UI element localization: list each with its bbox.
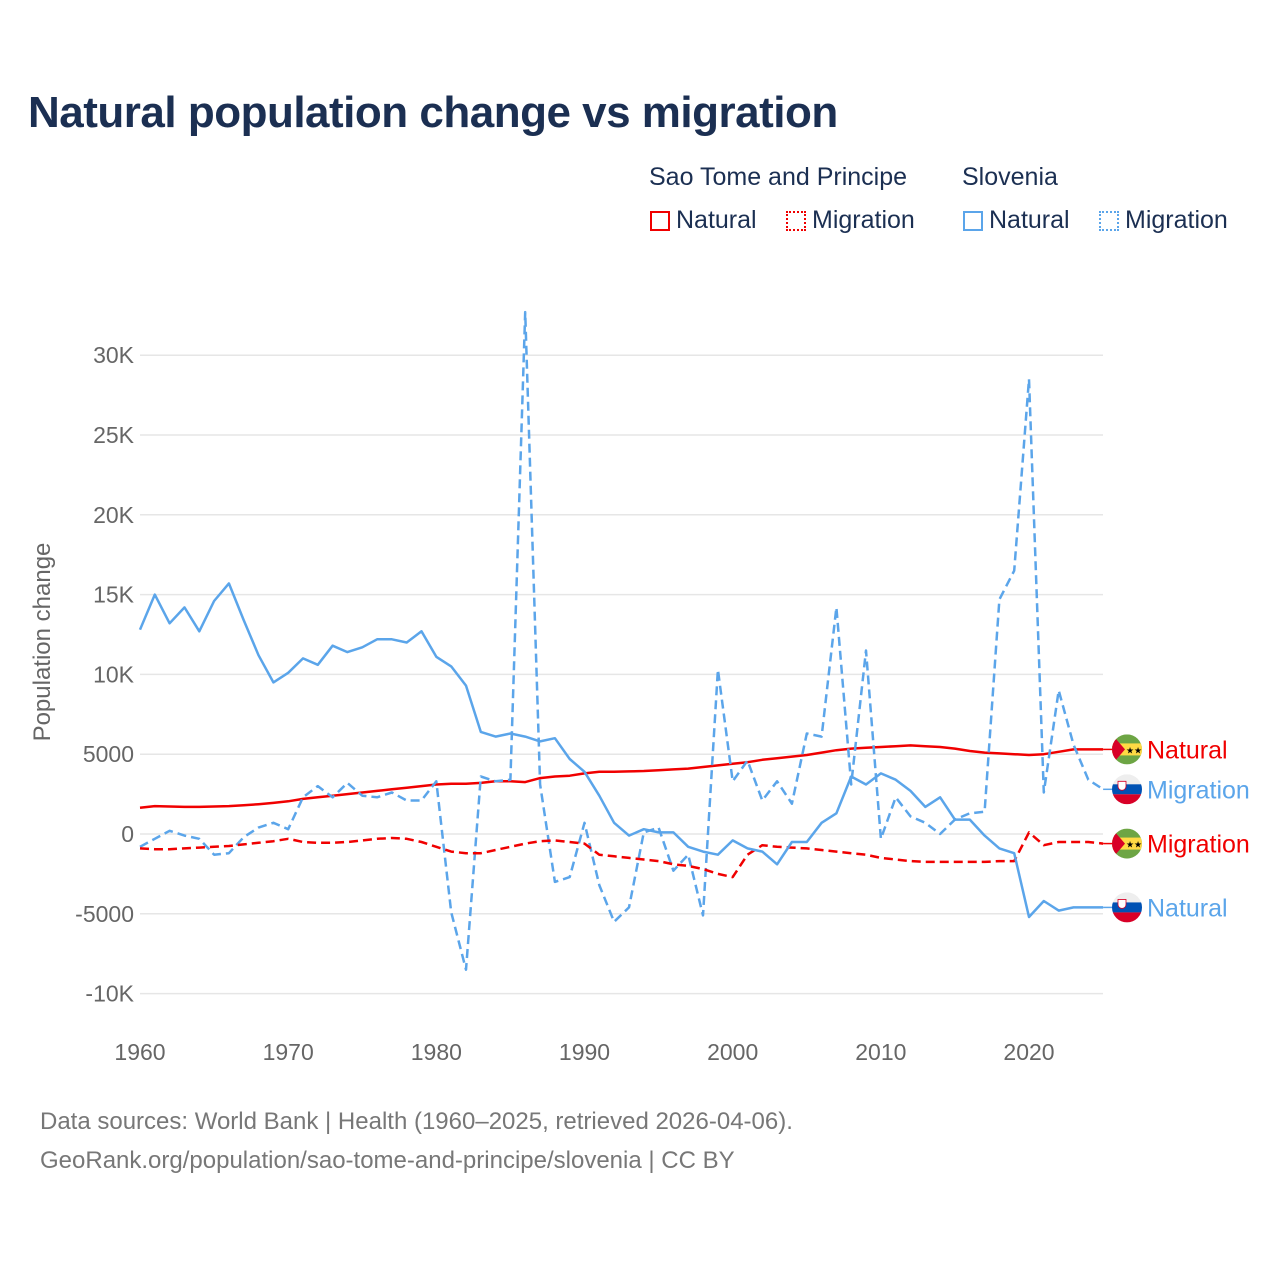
y-tick-label: 0 — [121, 821, 134, 847]
x-tick-label: 1980 — [411, 1039, 462, 1065]
chart-title: Natural population change vs migration — [28, 88, 838, 137]
x-tick-label: 1970 — [263, 1039, 314, 1065]
y-tick-label: 15K — [93, 582, 135, 608]
series-line-sao-tome-and-principe-natural[interactable] — [139, 744, 1104, 809]
end-label: Migration — [1147, 776, 1250, 804]
y-tick-label: 10K — [93, 661, 135, 687]
legend-item-stp-natural[interactable]: Natural — [650, 206, 757, 235]
y-tick-label: 25K — [93, 422, 135, 448]
legend-label: Migration — [812, 206, 915, 234]
end-label: Migration — [1147, 831, 1250, 859]
x-tick-label: 1990 — [559, 1039, 610, 1065]
legend-label: Natural — [989, 206, 1070, 234]
legend-item-stp-migration[interactable]: Migration — [786, 206, 915, 235]
x-tick-label: 1960 — [114, 1039, 165, 1065]
source-line-2[interactable]: GeoRank.org/population/sao-tome-and-prin… — [40, 1147, 735, 1174]
sao-tome-flag-icon: ★★ — [1112, 828, 1142, 859]
x-tick-label: 2010 — [855, 1039, 906, 1065]
series-line-sao-tome-and-principe-migration[interactable] — [139, 831, 1104, 879]
series-line-slovenia-natural[interactable] — [138, 582, 1104, 919]
legend-item-slovenia-natural[interactable]: Natural — [963, 206, 1070, 235]
x-tick-label: 2020 — [1003, 1039, 1054, 1065]
legend-item-slovenia-migration[interactable]: Migration — [1099, 206, 1228, 235]
slovenia-flag-icon — [1112, 774, 1142, 805]
svg-text:★★: ★★ — [1126, 840, 1142, 850]
y-tick-label: 5000 — [83, 741, 134, 767]
legend-group-slovenia: Slovenia — [962, 163, 1058, 191]
end-label: Natural — [1147, 736, 1228, 764]
y-tick-label: -10K — [85, 981, 134, 1007]
slovenia-flag-icon — [1112, 892, 1142, 923]
legend-label: Natural — [676, 206, 757, 234]
source-line-1: Data sources: World Bank | Health (1960–… — [40, 1108, 793, 1135]
legend-swatch-dotted — [1099, 210, 1119, 231]
series-line-slovenia-migration[interactable] — [139, 310, 1104, 971]
svg-text:★★: ★★ — [1126, 745, 1142, 755]
sao-tome-flag-icon: ★★ — [1112, 734, 1142, 765]
legend-swatch-dotted — [786, 210, 806, 231]
legend-swatch-solid — [963, 210, 983, 231]
legend-group-stp: Sao Tome and Principe — [649, 163, 908, 191]
y-tick-label: 20K — [93, 502, 135, 528]
y-tick-label: 30K — [93, 342, 135, 368]
x-tick-label: 2000 — [707, 1039, 758, 1065]
legend-swatch-solid — [650, 210, 670, 231]
legend-label: Migration — [1125, 206, 1228, 234]
end-label: Natural — [1147, 894, 1228, 922]
y-axis-label: Population change — [29, 543, 56, 742]
y-tick-label: -5000 — [75, 901, 134, 927]
